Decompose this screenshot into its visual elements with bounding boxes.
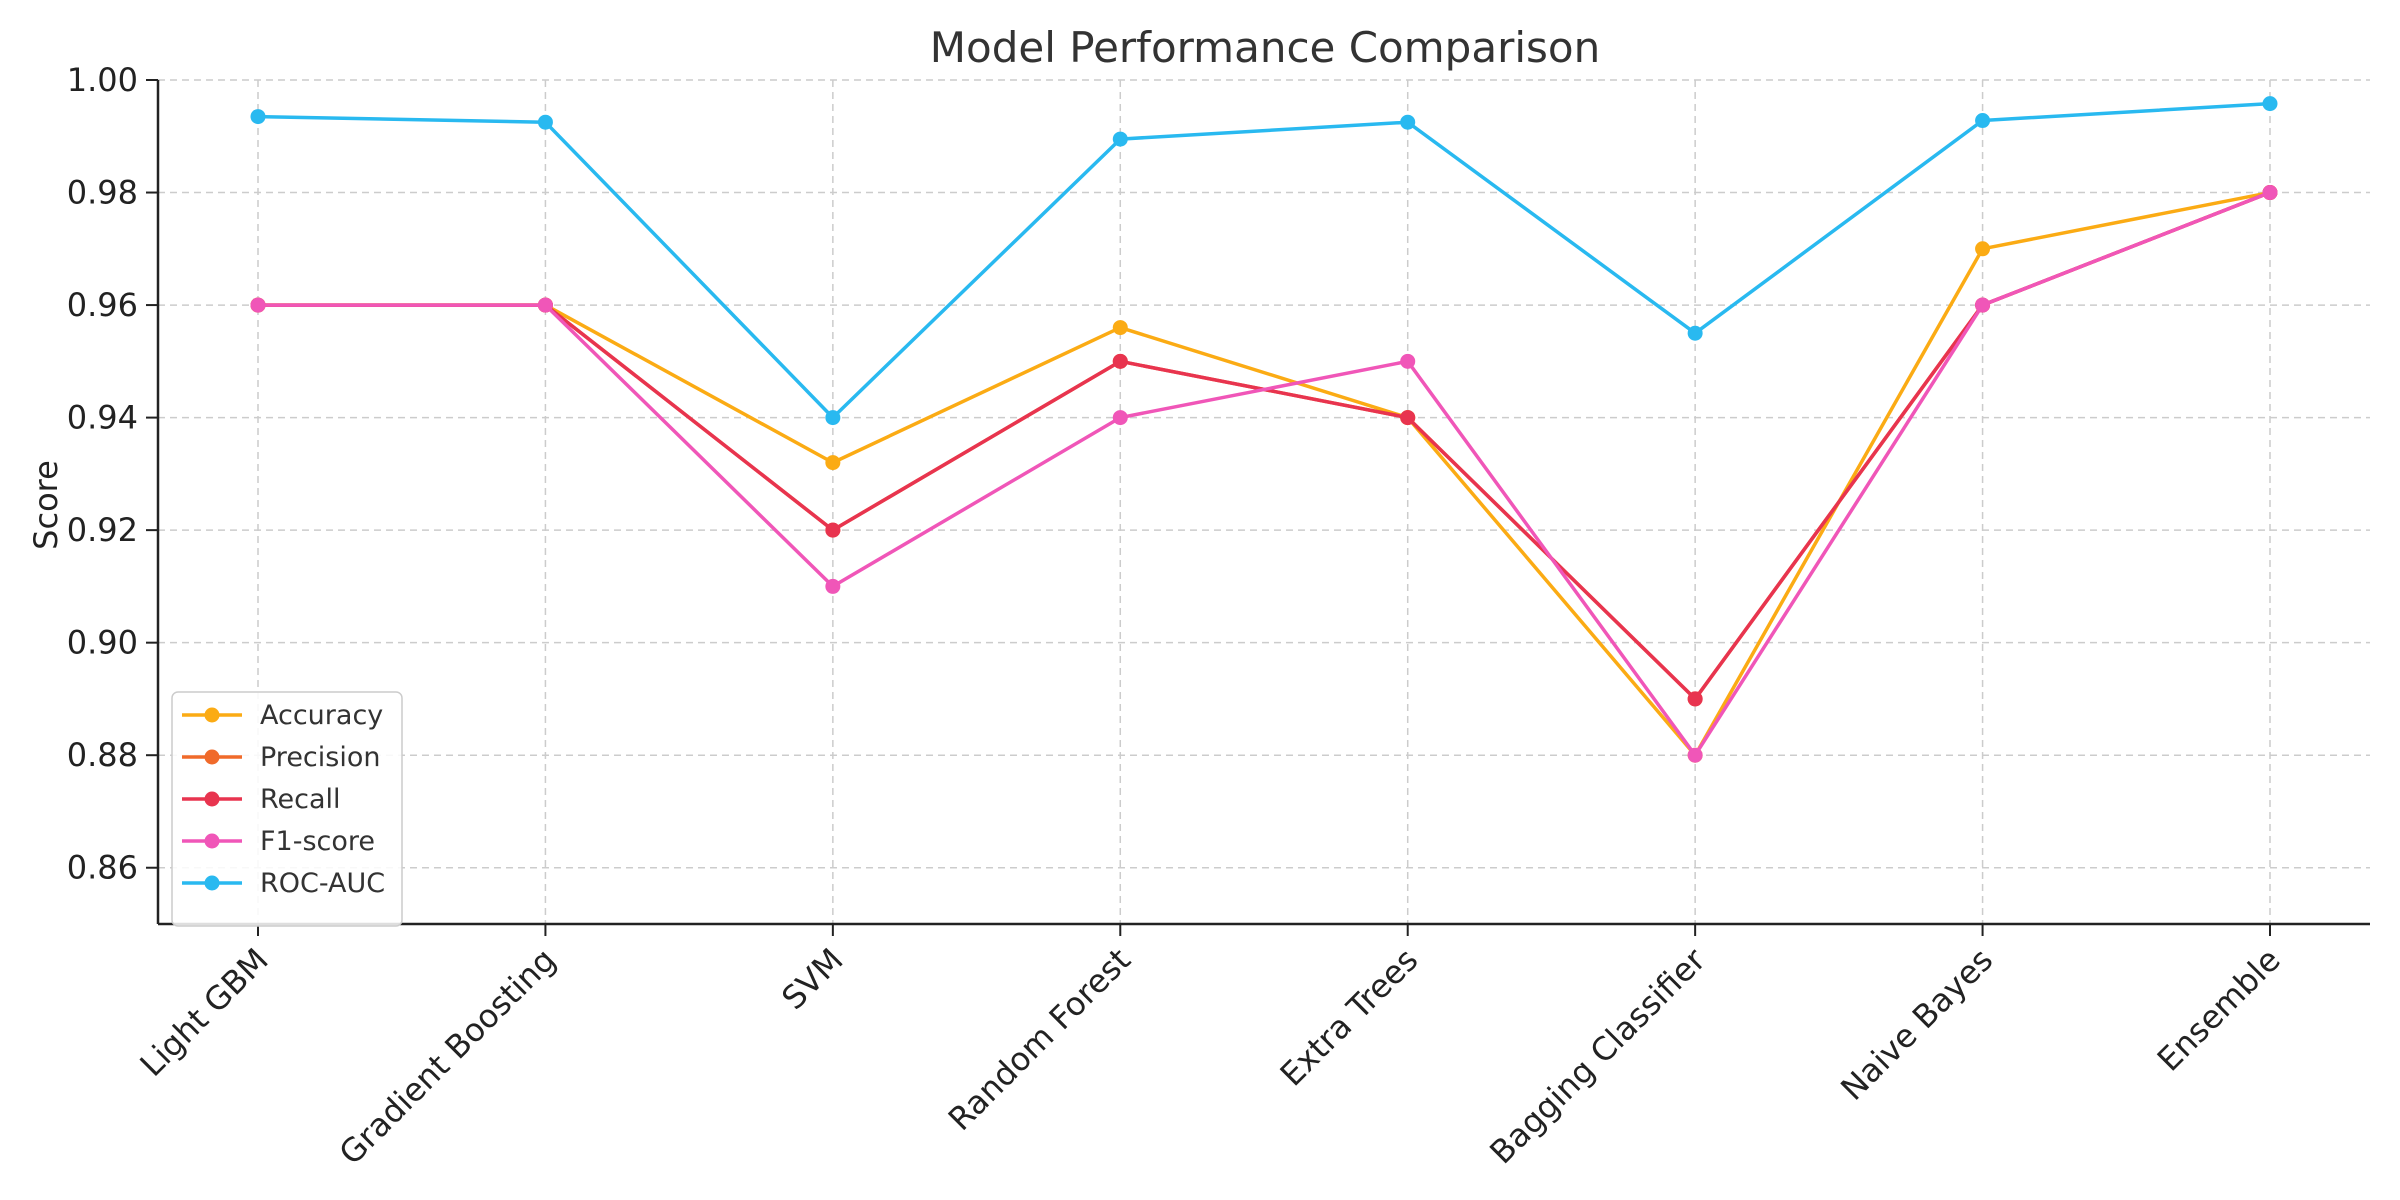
legend-label: Accuracy [260, 700, 383, 731]
data-point [1112, 353, 1128, 369]
legend-swatch-marker [204, 833, 220, 849]
data-point [537, 297, 553, 313]
data-point [1975, 113, 1991, 129]
data-point [2262, 185, 2278, 201]
y-tick-label: 1.00 [67, 61, 138, 99]
y-tick-labels: 0.86 0.88 0.90 0.92 0.94 0.96 0.98 1.00 [67, 61, 138, 887]
series-roc-auc [250, 96, 2278, 426]
x-tick-label: Extra Trees [1273, 941, 1426, 1094]
data-point [1687, 691, 1703, 707]
legend-box [171, 691, 403, 927]
data-point [1400, 114, 1416, 130]
legend: Accuracy Precision Recall F1-score ROC-AUC [171, 691, 403, 927]
data-point [825, 578, 841, 594]
legend-label: Recall [260, 784, 341, 815]
x-tick-label: SVM [774, 941, 850, 1017]
x-tick-labels: Light GBM Gradient Boosting SVM Random Fore… [133, 940, 2288, 1172]
data-point [1400, 410, 1416, 426]
data-point [1687, 325, 1703, 341]
chart-title: Model Performance Comparison [930, 23, 1600, 72]
data-point [1112, 320, 1128, 336]
x-tick-label: Ensemble [2150, 941, 2288, 1079]
series-line [258, 190, 2271, 701]
y-tick-label: 0.86 [67, 849, 138, 887]
x-tick-label: Gradient Boosting [332, 941, 563, 1172]
series-layer [250, 96, 2278, 763]
legend-item: Precision [182, 742, 380, 773]
data-point [250, 109, 266, 125]
data-point [1112, 131, 1128, 147]
legend-swatch-marker [204, 749, 220, 765]
grid-layer [158, 79, 2370, 924]
series-line [258, 190, 2271, 701]
data-point [1400, 353, 1416, 369]
data-point [1975, 241, 1991, 257]
data-point [825, 410, 841, 426]
series-accuracy [250, 185, 2278, 763]
x-tick-label: Random Forest [941, 941, 1138, 1138]
data-point [2262, 96, 2278, 112]
y-tick-label: 0.94 [67, 399, 138, 437]
data-point [1687, 747, 1703, 763]
data-point [537, 114, 553, 130]
data-point [1112, 410, 1128, 426]
x-tick-label: Bagging Classifier [1482, 940, 1713, 1171]
legend-item: ROC-AUC [182, 868, 385, 899]
y-tick-label: 0.92 [67, 511, 138, 549]
y-tick-label: 0.88 [67, 736, 138, 774]
data-point [250, 297, 266, 313]
y-tick-label: 0.96 [67, 286, 138, 324]
y-axis-label: Score [27, 460, 65, 550]
series-f1-score [250, 185, 2278, 763]
y-tick-label: 0.98 [67, 174, 138, 212]
data-point [825, 522, 841, 538]
series-line [258, 190, 2271, 757]
legend-swatch-marker [204, 875, 220, 891]
legend-swatch-marker [204, 791, 220, 807]
legend-item: Accuracy [182, 700, 383, 731]
legend-item: Recall [182, 784, 341, 815]
legend-label: ROC-AUC [260, 868, 385, 899]
series-line [258, 190, 2271, 757]
axes-layer [146, 79, 2370, 936]
legend-label: F1-score [260, 826, 375, 857]
x-tick-label: Light GBM [133, 941, 276, 1084]
legend-item: F1-score [182, 826, 375, 857]
legend-swatch-marker [204, 707, 220, 723]
legend-label: Precision [260, 742, 380, 773]
data-point [1975, 297, 1991, 313]
y-tick-label: 0.90 [67, 624, 138, 662]
series-line [257, 101, 2271, 420]
x-tick-label: Naive Bayes [1833, 941, 2000, 1108]
data-point [825, 455, 841, 471]
